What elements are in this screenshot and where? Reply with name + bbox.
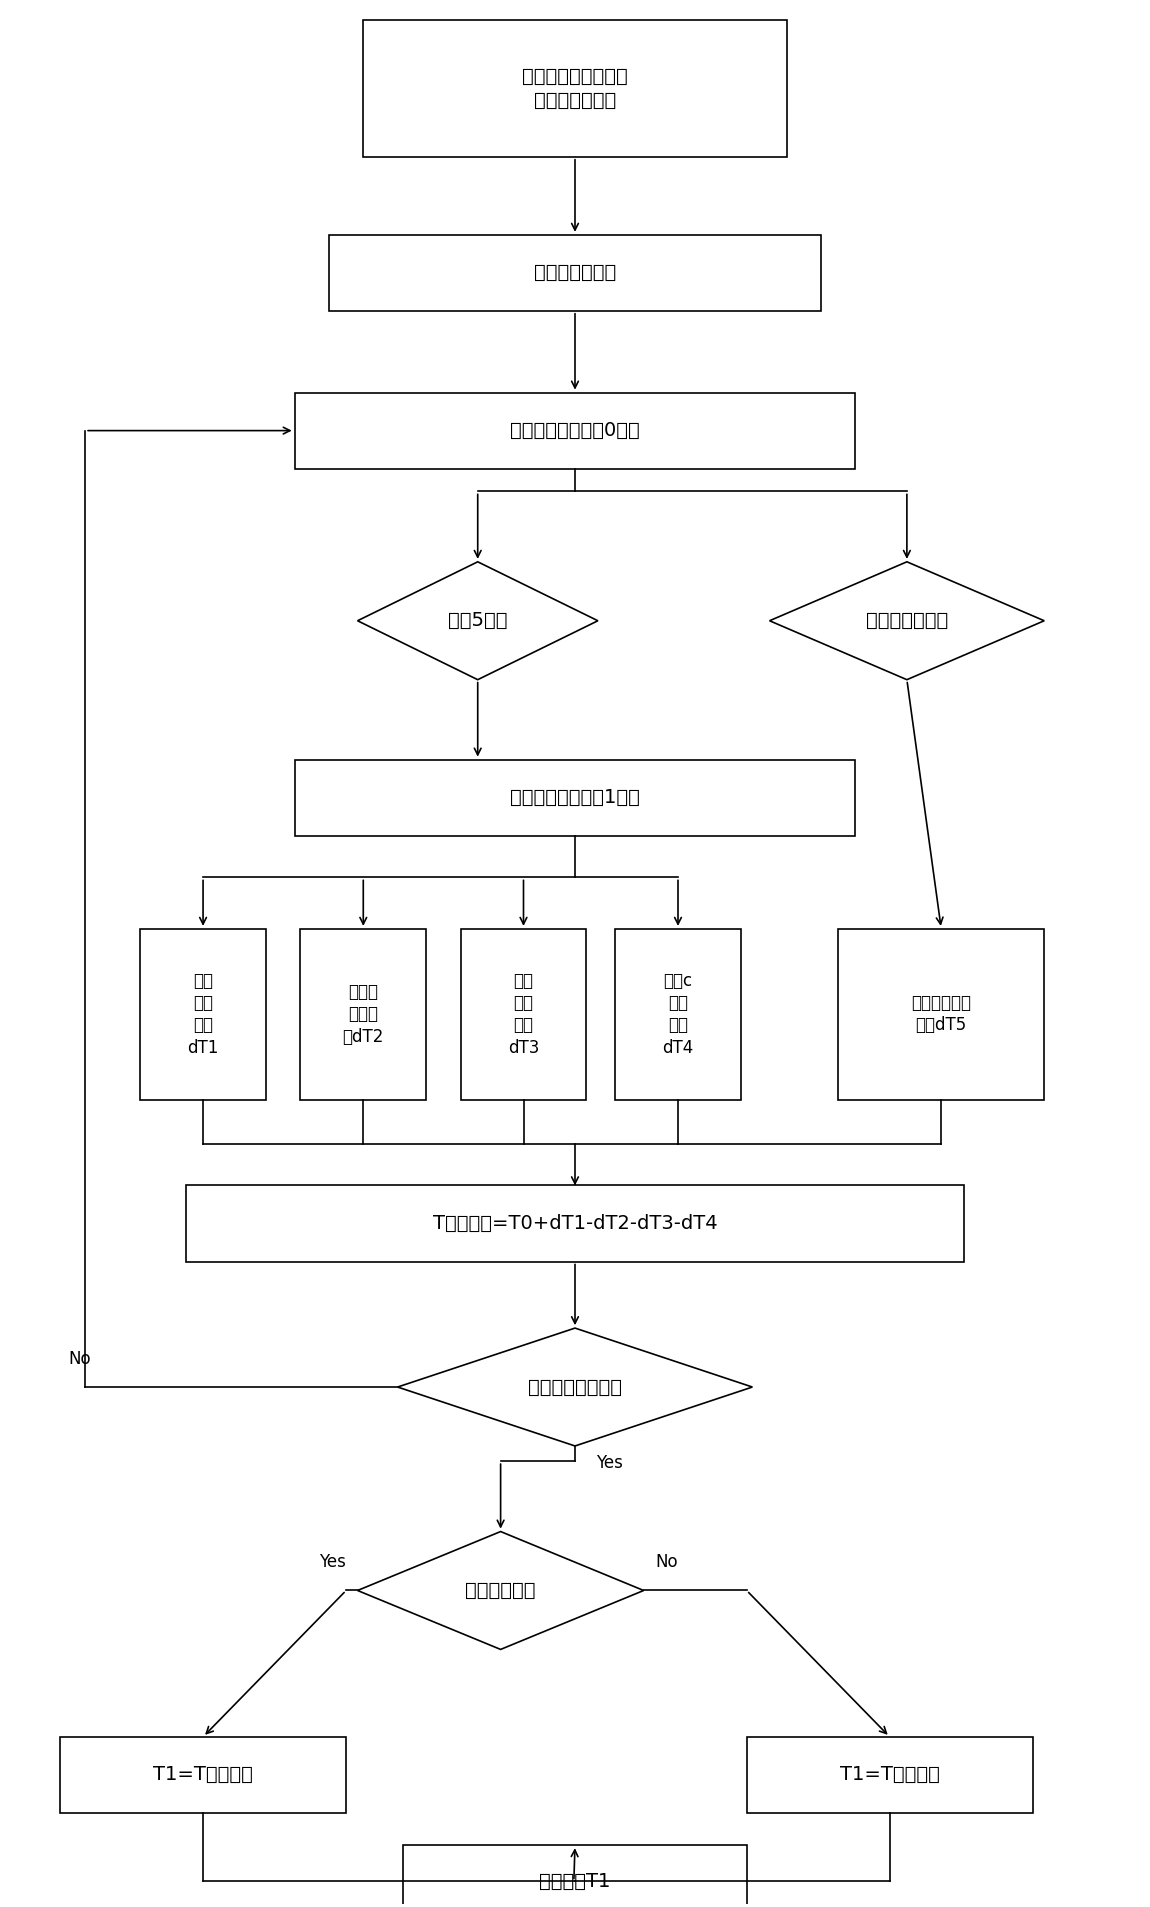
Text: Yes: Yes — [596, 1453, 622, 1472]
Bar — [615, 929, 741, 1100]
Text: 查询初始化参数: 查询初始化参数 — [534, 263, 616, 282]
Bar — [140, 929, 266, 1100]
Text: 查询炉次当前状态1参数: 查询炉次当前状态1参数 — [511, 788, 639, 807]
Text: 计算
加料
温降
dT3: 计算 加料 温降 dT3 — [508, 973, 539, 1056]
Text: T1=T预报温度: T1=T预报温度 — [840, 1766, 940, 1785]
Text: 等待5秒钟: 等待5秒钟 — [448, 612, 507, 629]
Polygon shape — [358, 1531, 644, 1650]
Polygon shape — [769, 563, 1044, 679]
Bar — [60, 1737, 346, 1814]
Bar — [186, 1186, 964, 1262]
Text: 计算钢包蓄热
温降dT5: 计算钢包蓄热 温降dT5 — [911, 994, 972, 1034]
Text: 如果校正温度: 如果校正温度 — [466, 1581, 536, 1600]
Text: 计算c
吹氩
温降
dT4: 计算c 吹氩 温降 dT4 — [662, 973, 693, 1056]
Bar — [294, 759, 856, 835]
Bar — [460, 929, 586, 1100]
Bar — [838, 929, 1044, 1100]
Bar — [404, 1846, 746, 1907]
Text: 如果是造渣阶段: 如果是造渣阶段 — [866, 612, 948, 629]
Bar — [294, 393, 856, 469]
Text: T预报温度=T0+dT1-dT2-dT3-dT4: T预报温度=T0+dT1-dT2-dT3-dT4 — [432, 1215, 718, 1234]
Polygon shape — [398, 1327, 752, 1446]
Text: Yes: Yes — [320, 1554, 346, 1571]
Bar — [329, 235, 821, 311]
Polygon shape — [358, 563, 598, 679]
Bar — [300, 929, 427, 1100]
Text: 计算
电耗
升温
dT1: 计算 电耗 升温 dT1 — [187, 973, 218, 1056]
Text: 查询炉次当前状态0参数: 查询炉次当前状态0参数 — [511, 421, 639, 441]
Text: 如果测温次数改变: 如果测温次数改变 — [528, 1377, 622, 1396]
Bar — [746, 1737, 1033, 1814]
Text: 计算吹
氩温降
数dT2: 计算吹 氩温降 数dT2 — [343, 984, 384, 1045]
Text: No: No — [656, 1554, 677, 1571]
Text: No: No — [68, 1350, 91, 1367]
Text: 预报温度T1: 预报温度T1 — [539, 1873, 611, 1892]
Text: 发生第一个测温，温
度预报进程启动: 发生第一个测温，温 度预报进程启动 — [522, 67, 628, 109]
Bar — [363, 19, 787, 156]
Text: T1=T检测温度: T1=T检测温度 — [153, 1766, 253, 1785]
